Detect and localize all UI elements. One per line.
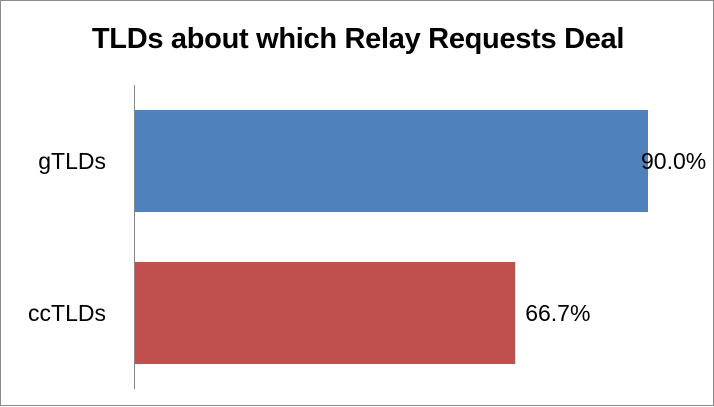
- data-label-cctlds: 66.7%: [525, 300, 590, 326]
- bars-layer: gTLDs 90.0% ccTLDs 66.7%: [28, 110, 706, 364]
- category-label-cctlds: ccTLDs: [28, 300, 106, 326]
- bar-cctlds: [135, 262, 515, 364]
- bar-gtlds: [135, 110, 648, 212]
- data-label-gtlds: 90.0%: [641, 148, 706, 174]
- category-label-gtlds: gTLDs: [38, 148, 106, 174]
